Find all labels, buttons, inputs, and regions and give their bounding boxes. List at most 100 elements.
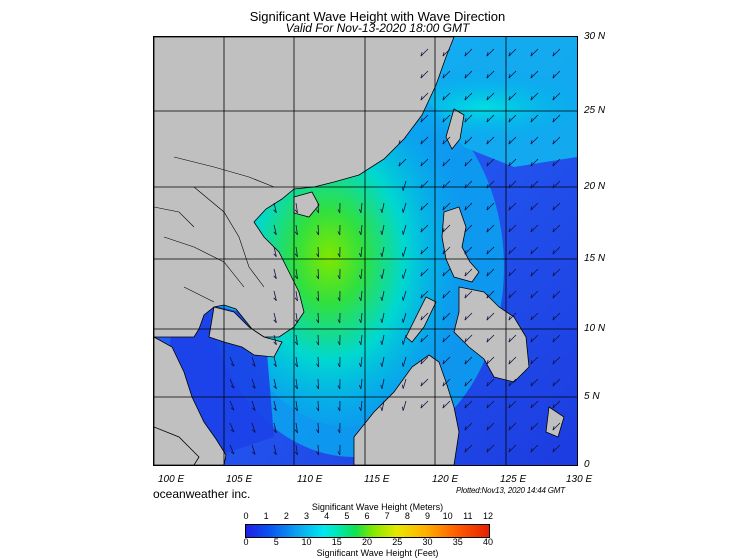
wave-arrow-head xyxy=(442,338,445,343)
wave-arrow-head xyxy=(337,253,341,258)
wave-arrow-head xyxy=(359,209,362,214)
wave-arrow-head xyxy=(486,74,489,79)
wave-arrow-head xyxy=(552,404,555,409)
wave-arrow-head xyxy=(420,118,423,123)
wave-arrow xyxy=(508,48,517,57)
wave-arrow xyxy=(420,70,429,79)
wave-arrow xyxy=(464,48,473,57)
wave-arrow-head xyxy=(230,451,235,455)
wave-arrow xyxy=(420,290,429,299)
wave-arrow-head xyxy=(273,341,277,345)
wave-arrow-head xyxy=(464,294,467,299)
wave-arrow xyxy=(486,422,495,431)
wave-arrow-head xyxy=(464,250,467,255)
wave-arrow xyxy=(486,378,495,387)
wave-arrow xyxy=(317,356,319,368)
wave-arrow xyxy=(552,224,561,233)
wave-arrow-head xyxy=(486,360,489,365)
wave-arrow-head xyxy=(420,360,423,365)
wave-arrow-head xyxy=(464,448,467,453)
wave-arrow-head xyxy=(552,118,555,123)
wave-arrow-head xyxy=(294,253,298,258)
wave-arrow xyxy=(508,224,517,233)
lon-label-110e: 110 E xyxy=(297,474,323,485)
wave-arrow-head xyxy=(442,228,445,233)
wave-arrow-head xyxy=(294,231,298,236)
lat-label-30n: 30 N xyxy=(584,31,606,42)
wave-arrow xyxy=(530,136,539,145)
wave-arrow-head xyxy=(420,228,423,233)
wave-arrow xyxy=(360,378,363,389)
wave-arrow xyxy=(530,114,539,123)
wave-arrow-head xyxy=(316,451,319,456)
wave-arrow-head xyxy=(464,96,467,101)
wave-arrow xyxy=(486,400,495,409)
wave-arrow xyxy=(317,334,319,346)
wave-arrow xyxy=(552,70,561,79)
wave-arrow-head xyxy=(380,230,383,235)
wave-arrow-head xyxy=(530,272,533,277)
wave-arrow-head xyxy=(442,294,445,299)
wave-arrow xyxy=(420,92,429,101)
wave-arrow xyxy=(420,378,429,387)
wave-arrow-head xyxy=(442,52,445,57)
wave-arrow-head xyxy=(508,250,511,255)
wave-arrow xyxy=(486,114,495,123)
wave-arrow xyxy=(552,48,561,57)
wave-arrow xyxy=(295,202,298,213)
wave-arrow xyxy=(508,444,517,453)
wave-arrow xyxy=(486,136,495,145)
wave-arrow xyxy=(295,268,298,279)
wave-arrow-head xyxy=(294,341,298,346)
wave-arrow xyxy=(229,422,235,433)
wave-arrow xyxy=(295,224,298,235)
wave-arrow xyxy=(317,422,319,434)
wave-arrow xyxy=(273,378,277,389)
meters-tick-label: 12 xyxy=(482,511,494,521)
wave-arrow-head xyxy=(530,162,533,167)
wave-arrow-head xyxy=(316,341,319,346)
meters-tick-label: 3 xyxy=(303,511,310,521)
wave-arrow xyxy=(295,400,298,411)
wave-arrow xyxy=(442,290,451,299)
wave-arrow-head xyxy=(273,429,277,433)
wave-arrow-head xyxy=(359,297,362,302)
wave-arrow xyxy=(552,180,561,189)
lat-label-10n: 10 N xyxy=(584,323,606,334)
wave-arrow-head xyxy=(464,360,467,365)
wave-arrow-head xyxy=(508,360,511,365)
wave-arrow xyxy=(360,312,363,323)
wave-arrow-head xyxy=(552,250,555,255)
wave-arrow-head xyxy=(273,209,277,213)
wave-arrow xyxy=(530,378,539,387)
sulawesi-island xyxy=(545,406,565,438)
wave-arrow-head xyxy=(273,451,277,455)
wave-arrow xyxy=(442,202,451,211)
wave-arrow-head xyxy=(508,184,511,189)
wave-arrow xyxy=(530,400,539,409)
wave-arrow xyxy=(442,70,451,79)
feet-tick-label: 0 xyxy=(243,537,249,547)
wave-arrow xyxy=(420,268,429,277)
lon-label-105e: 105 E xyxy=(226,474,253,485)
wave-arrow-head xyxy=(401,252,404,257)
wave-arrow xyxy=(486,268,495,277)
wave-arrow-head xyxy=(420,272,423,277)
wave-arrow-head xyxy=(464,118,467,123)
wave-arrow-head xyxy=(486,118,489,123)
wave-arrow-head xyxy=(552,96,555,101)
wave-arrow-head xyxy=(508,228,511,233)
wave-arrow xyxy=(508,136,517,145)
wave-arrow-head xyxy=(420,404,423,409)
wave-arrow xyxy=(442,400,451,409)
wave-arrow-head xyxy=(442,206,445,211)
wave-arrow-head xyxy=(486,338,489,343)
wave-arrow xyxy=(464,422,473,431)
wave-arrow-head xyxy=(273,275,277,279)
wave-arrow-head xyxy=(294,451,298,456)
wave-arrow xyxy=(273,224,277,235)
wave-arrow xyxy=(360,202,363,213)
wave-arrow-head xyxy=(337,429,341,434)
wave-arrow xyxy=(442,312,451,321)
wave-arrow-head xyxy=(442,404,445,409)
